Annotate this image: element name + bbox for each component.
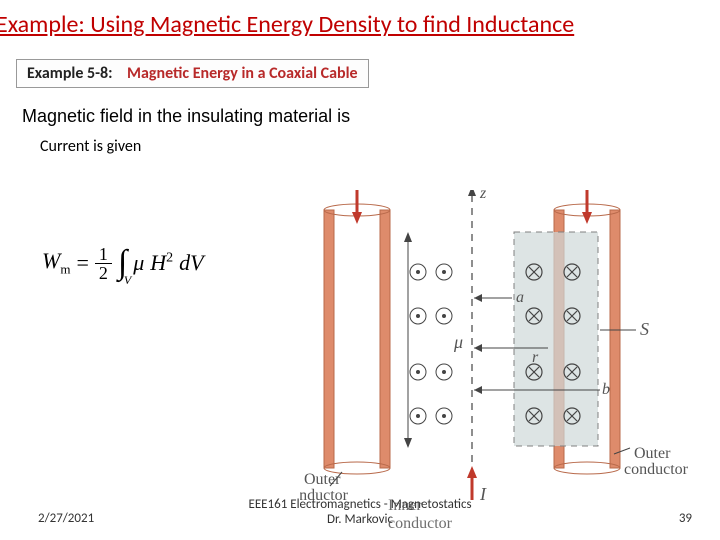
- I-label-bottom: I: [479, 484, 487, 500]
- S-label: S: [640, 319, 649, 339]
- outer-label-right: Outer: [634, 445, 671, 462]
- formula-dV: dV: [179, 250, 203, 276]
- energy-formula: Wm = 1 2 ∫V μ H2 dV: [42, 244, 204, 282]
- b-label: b: [602, 381, 610, 398]
- svg-text:conductor: conductor: [624, 461, 689, 478]
- footer-page: 39: [679, 511, 692, 526]
- inner-conductor-label: Inner conductor: [388, 497, 452, 533]
- coax-diagram: z I I I μ a r b: [300, 190, 700, 500]
- formula-H: H: [150, 250, 166, 275]
- I-label-right: I: [595, 190, 603, 194]
- example-label: Example 5-8:: [27, 64, 113, 83]
- integral-icon: ∫V: [118, 244, 127, 282]
- formula-half: 1 2: [95, 245, 112, 282]
- a-label: a: [516, 289, 524, 306]
- current-given-text: Current is given: [40, 137, 720, 156]
- out-of-page-dots: [410, 264, 452, 424]
- formula-Wsub: m: [60, 262, 70, 277]
- slide-title: Example: Using Magnetic Energy Density t…: [0, 0, 720, 39]
- mu-label: μ: [453, 332, 463, 352]
- r-label: r: [532, 349, 539, 366]
- footer-date: 2/27/2021: [38, 511, 94, 526]
- example-box: Example 5-8: Magnetic Energy in a Coaxia…: [16, 59, 369, 88]
- formula-W: W: [42, 248, 60, 273]
- magnetic-field-text: Magnetic field in the insulating materia…: [22, 106, 720, 127]
- example-topic: Magnetic Energy in a Coaxial Cable: [127, 64, 358, 83]
- formula-mu: μ: [133, 250, 144, 276]
- z-axis-label: z: [479, 190, 487, 202]
